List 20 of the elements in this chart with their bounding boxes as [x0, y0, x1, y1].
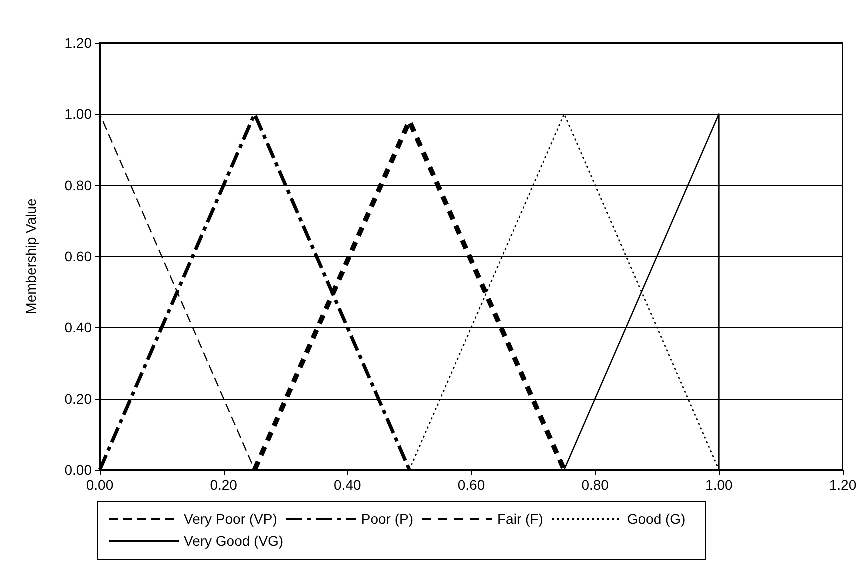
y-tick-label: 0.80	[64, 177, 92, 194]
y-tick-label: 0.40	[64, 320, 92, 336]
legend-label: Good (G)	[627, 511, 686, 527]
legend-label: Poor (P)	[361, 511, 414, 527]
x-tick-label: 1.20	[829, 477, 857, 493]
legend-label: Fair (F)	[497, 511, 544, 527]
x-tick-label: 0.80	[582, 477, 610, 493]
y-tick-label: 1.20	[64, 35, 92, 51]
x-tick-label: 1.00	[706, 477, 734, 493]
x-tick-label: 0.40	[334, 477, 362, 493]
y-tick-label: 0.00	[64, 462, 92, 478]
x-tick-label: 0.00	[86, 477, 114, 493]
y-axis-title: Membership Value	[23, 198, 39, 314]
legend-label: Very Poor (VP)	[184, 511, 278, 527]
legend-label: Very Good (VG)	[184, 533, 284, 549]
y-tick-label: 0.20	[64, 390, 92, 407]
x-tick-label: 0.20	[210, 477, 238, 493]
y-tick-label: 0.60	[64, 248, 92, 264]
x-tick-label: 0.60	[458, 477, 486, 493]
y-tick-label: 1.00	[64, 106, 92, 122]
